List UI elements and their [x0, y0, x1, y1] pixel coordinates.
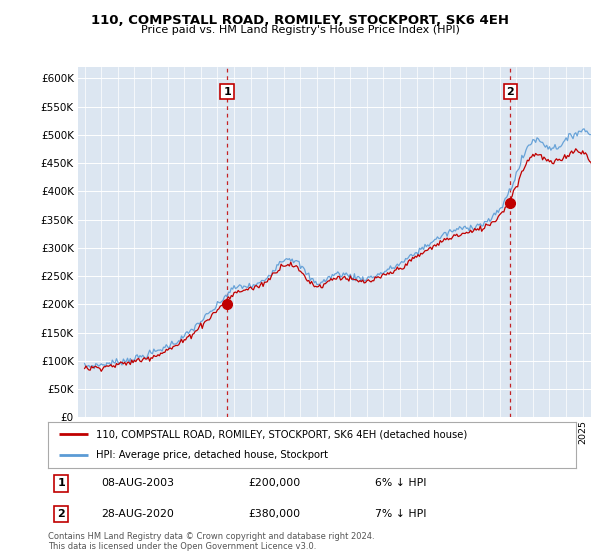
Text: HPI: Average price, detached house, Stockport: HPI: Average price, detached house, Stoc… [95, 450, 328, 460]
Text: £200,000: £200,000 [248, 478, 301, 488]
Text: 6% ↓ HPI: 6% ↓ HPI [376, 478, 427, 488]
Text: £380,000: £380,000 [248, 509, 301, 519]
Text: Contains HM Land Registry data © Crown copyright and database right 2024.
This d: Contains HM Land Registry data © Crown c… [48, 532, 374, 552]
Text: 1: 1 [58, 478, 65, 488]
Text: 2: 2 [506, 87, 514, 97]
Text: 2: 2 [58, 509, 65, 519]
Text: 28-AUG-2020: 28-AUG-2020 [101, 509, 173, 519]
Text: 1: 1 [223, 87, 231, 97]
Text: 08-AUG-2003: 08-AUG-2003 [101, 478, 174, 488]
Text: 110, COMPSTALL ROAD, ROMILEY, STOCKPORT, SK6 4EH (detached house): 110, COMPSTALL ROAD, ROMILEY, STOCKPORT,… [95, 429, 467, 439]
Text: 110, COMPSTALL ROAD, ROMILEY, STOCKPORT, SK6 4EH: 110, COMPSTALL ROAD, ROMILEY, STOCKPORT,… [91, 14, 509, 27]
Text: 7% ↓ HPI: 7% ↓ HPI [376, 509, 427, 519]
Text: Price paid vs. HM Land Registry's House Price Index (HPI): Price paid vs. HM Land Registry's House … [140, 25, 460, 35]
